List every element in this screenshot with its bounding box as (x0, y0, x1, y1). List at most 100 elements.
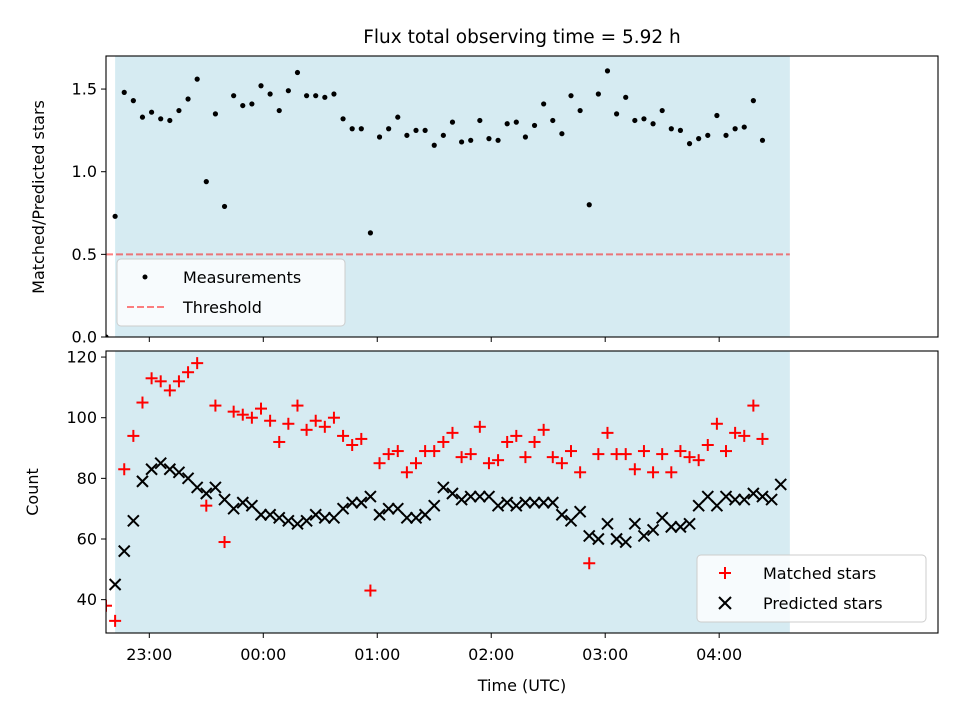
predicted-star-point (546, 496, 559, 509)
predicted-star-point (683, 517, 696, 531)
measurement-point (376, 134, 383, 140)
matched-star-point (273, 435, 286, 448)
measurement-point (294, 69, 301, 76)
measurement-point (413, 127, 419, 133)
predicted-star-point (464, 490, 477, 503)
measurement-point (185, 96, 191, 102)
matched-star-point (264, 414, 277, 427)
predicted-star-point (236, 496, 249, 509)
count-axes-frame (105, 350, 939, 634)
measurement-point (604, 68, 611, 74)
matched-star-point (200, 499, 213, 512)
measurement-point (422, 127, 428, 133)
chart-title: Flux total observing time = 5.92 h (363, 27, 681, 48)
count-y-axis-label: Count (23, 468, 42, 516)
count-legend: Matched stars Predicted stars (696, 554, 927, 623)
predicted-star-point (282, 514, 295, 528)
measurement-point (741, 124, 747, 130)
matched-star-point (446, 426, 459, 439)
predicted-star-point (300, 514, 313, 528)
predicted-star-point (291, 517, 304, 531)
matched-star-point (154, 375, 167, 388)
measurement-point (668, 126, 674, 132)
ratio-x-ticks (148, 337, 720, 342)
count-x-ticks: 23:00 00:00 01:00 02:00 03:00 04:00 (126, 633, 742, 664)
legend-measurements-label: Measurements (183, 268, 301, 287)
matched-star-point (756, 432, 769, 445)
matched-star-point (710, 417, 723, 430)
measurement-point (303, 93, 310, 99)
measurement-point (367, 230, 374, 236)
measurement-point (139, 114, 146, 120)
matched-star-point (565, 445, 578, 458)
matched-star-point (692, 454, 705, 467)
measurement-point (568, 93, 574, 99)
predicted-star-point (345, 496, 359, 509)
measurement-point (106, 334, 109, 337)
predicted-star-point (336, 502, 350, 515)
measurement-point (750, 98, 756, 104)
measurement-point (522, 134, 529, 140)
predicted-star-point (473, 490, 487, 503)
ratio-axes-frame (105, 55, 939, 338)
ratio-y-ticks: 0.0 0.5 1.0 1.5 (72, 80, 106, 347)
measurement-point (468, 137, 474, 143)
y-tick-label: 1.5 (72, 80, 97, 99)
measurement-point (121, 89, 127, 95)
legend-threshold-label: Threshold (182, 298, 262, 317)
measurement-point (404, 132, 410, 138)
measurement-point (677, 127, 684, 133)
measurement-point (577, 107, 583, 114)
measurement-point (258, 83, 264, 89)
measurement-point (632, 117, 638, 124)
predicted-star-point (127, 514, 140, 528)
predicted-star-point (573, 505, 587, 518)
measurement-point (440, 132, 446, 138)
measurement-point (623, 94, 629, 100)
predicted-star-point (273, 511, 286, 524)
count-y-ticks: 40 60 80 100 120 (66, 348, 106, 609)
x-tick-label: 03:00 (582, 645, 628, 664)
measurement-point (696, 136, 702, 142)
measurement-point (613, 111, 620, 117)
predicted-star-point (118, 544, 131, 558)
predicted-star-point (428, 499, 441, 512)
matched-star-point (400, 466, 413, 479)
measurement-point (550, 117, 556, 124)
matched-star-point (473, 420, 486, 433)
measurement-points (106, 68, 766, 337)
y-tick-label: 40 (77, 590, 97, 609)
measurement-point (586, 202, 592, 208)
predicted-star-point (719, 490, 733, 503)
measurement-point (641, 116, 647, 122)
measurement-point (285, 88, 291, 94)
matched-star-point (592, 448, 605, 461)
predicted-star-point (628, 517, 642, 531)
predicted-star-point (364, 490, 377, 503)
matched-star-point (437, 435, 450, 448)
predicted-star-point (263, 508, 277, 521)
matched-star-point (537, 423, 550, 436)
predicted-star-point (665, 520, 678, 534)
measurement-point (395, 114, 401, 120)
matched-star-point (601, 426, 614, 439)
predicted-star-point (309, 508, 322, 521)
measurement-point (194, 76, 200, 82)
y-tick-label: 80 (77, 469, 97, 488)
count-panel: 40 60 80 100 120 23:00 00:00 01:00 02:00 03:00 04… (23, 348, 939, 695)
matched-star-point (364, 584, 377, 597)
matched-star-point (619, 448, 632, 461)
legend-matched-label: Matched stars (763, 564, 876, 583)
matched-star-point (738, 429, 751, 442)
matched-star-point (318, 420, 331, 433)
measurement-point (486, 136, 492, 142)
matched-star-point (355, 432, 368, 445)
matched-star-point (482, 457, 495, 470)
legend-matched-marker (719, 567, 731, 579)
measurement-point (240, 102, 246, 109)
matched-star-point (519, 451, 532, 464)
matched-star-point (191, 357, 204, 370)
measurement-point (477, 117, 483, 124)
measurement-point (313, 93, 319, 99)
legend-predicted-marker (718, 596, 732, 610)
